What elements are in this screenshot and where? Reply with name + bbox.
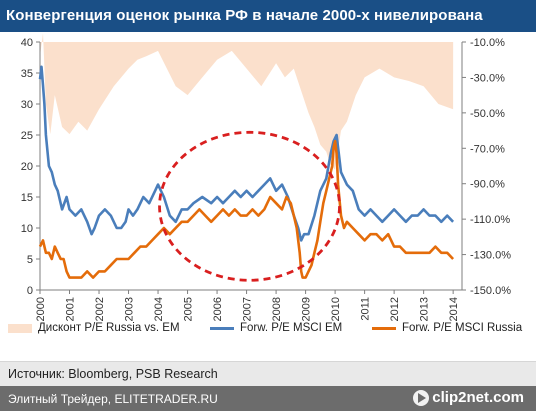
title-bar: Конвергенция оценок рынка РФ в начале 20…: [0, 0, 536, 32]
lines-layer: [38, 65, 455, 279]
x-tick-label: 2004: [153, 297, 165, 321]
x-tick-label: 2006: [212, 297, 224, 321]
legend-item-russia: Forw. P/E MSCI Russia: [372, 322, 522, 334]
legend-item-em: Forw. P/E MSCI EM: [210, 322, 342, 334]
x-tick-label: 2014: [448, 297, 460, 321]
legend-item-discount: Дисконт P/E Russia vs. EM: [8, 322, 180, 334]
source-bar: Источник: Bloomberg, PSB Research: [0, 361, 536, 387]
x-tick-label: 2013: [419, 297, 431, 321]
highlight-layer: [158, 130, 341, 282]
highlight-circle: [158, 130, 341, 282]
legend-swatch-discount: [8, 323, 32, 333]
logo-text: clip2net.com: [432, 389, 524, 406]
legend-swatch-russia: [372, 326, 396, 330]
footer-site[interactable]: Элитный Трейдер, ELITETRADER.RU: [8, 392, 218, 406]
y-left-tick-label: 40: [21, 37, 33, 49]
y-right-tick-label: -50.0%: [470, 108, 505, 120]
y-left-tick-label: 20: [21, 161, 33, 173]
y-right-tick-label: -30.0%: [470, 72, 505, 84]
y-right-tick-label: -70.0%: [470, 143, 505, 155]
discount-area: [40, 33, 454, 170]
x-tick-label: 2007: [242, 297, 254, 321]
y-right-tick-label: -10.0%: [470, 37, 505, 49]
y-right-tick-label: -90.0%: [470, 179, 505, 191]
clip2net-logo[interactable]: clip2net.com: [413, 389, 524, 406]
y-left-tick-label: 30: [21, 99, 33, 111]
x-tick-label: 2001: [65, 297, 77, 321]
legend-swatch-em: [210, 326, 234, 330]
x-tick-label: 2002: [94, 297, 106, 321]
y-left-tick-label: 10: [21, 223, 33, 235]
x-tick-label: 2008: [271, 297, 283, 321]
em-line: [38, 65, 455, 242]
page-title: Конвергенция оценок рынка РФ в начале 20…: [6, 7, 483, 24]
footer-bar: Элитный Трейдер, ELITETRADER.RU clip2net…: [0, 386, 536, 411]
y-right-tick-label: -130.0%: [470, 250, 511, 262]
y-right-tick-label: -150.0%: [470, 285, 511, 297]
y-left-tick-label: 0: [27, 285, 33, 297]
x-tick-label: 2009: [301, 297, 313, 321]
play-icon: [413, 389, 430, 406]
chart: 0 5 10 15 20 25 30 35 40 -150.0% -130.0% -110.0% -90…: [21, 33, 511, 321]
x-tick-label: 2011: [360, 297, 372, 321]
source-text: Источник: Bloomberg, PSB Research: [8, 367, 218, 381]
x-tick-label: 2012: [389, 297, 401, 321]
legend-label-em: Forw. P/E MSCI EM: [240, 322, 343, 334]
legend-label-russia: Forw. P/E MSCI Russia: [402, 322, 523, 334]
x-tick-label: 2005: [183, 297, 195, 321]
x-tick-label: 2000: [35, 297, 47, 321]
legend-label-discount: Дисконт P/E Russia vs. EM: [38, 322, 180, 334]
y-right-tick-label: -110.0%: [470, 214, 510, 226]
russia-line: [38, 139, 455, 279]
y-left-tick-label: 15: [21, 192, 33, 204]
y-left-tick-label: 35: [21, 68, 33, 80]
x-tick-label: 2003: [124, 297, 136, 321]
legend: Дисконт P/E Russia vs. EM Forw. P/E MSCI…: [0, 322, 536, 342]
axes-layer: 0 5 10 15 20 25 30 35 40 -150.0% -130.0% -110.0% -90…: [21, 37, 511, 321]
discount-area-layer: [40, 33, 454, 170]
y-left-tick-label: 5: [27, 254, 33, 266]
x-tick-label: 2010: [330, 297, 342, 321]
y-left-tick-label: 25: [21, 130, 33, 142]
